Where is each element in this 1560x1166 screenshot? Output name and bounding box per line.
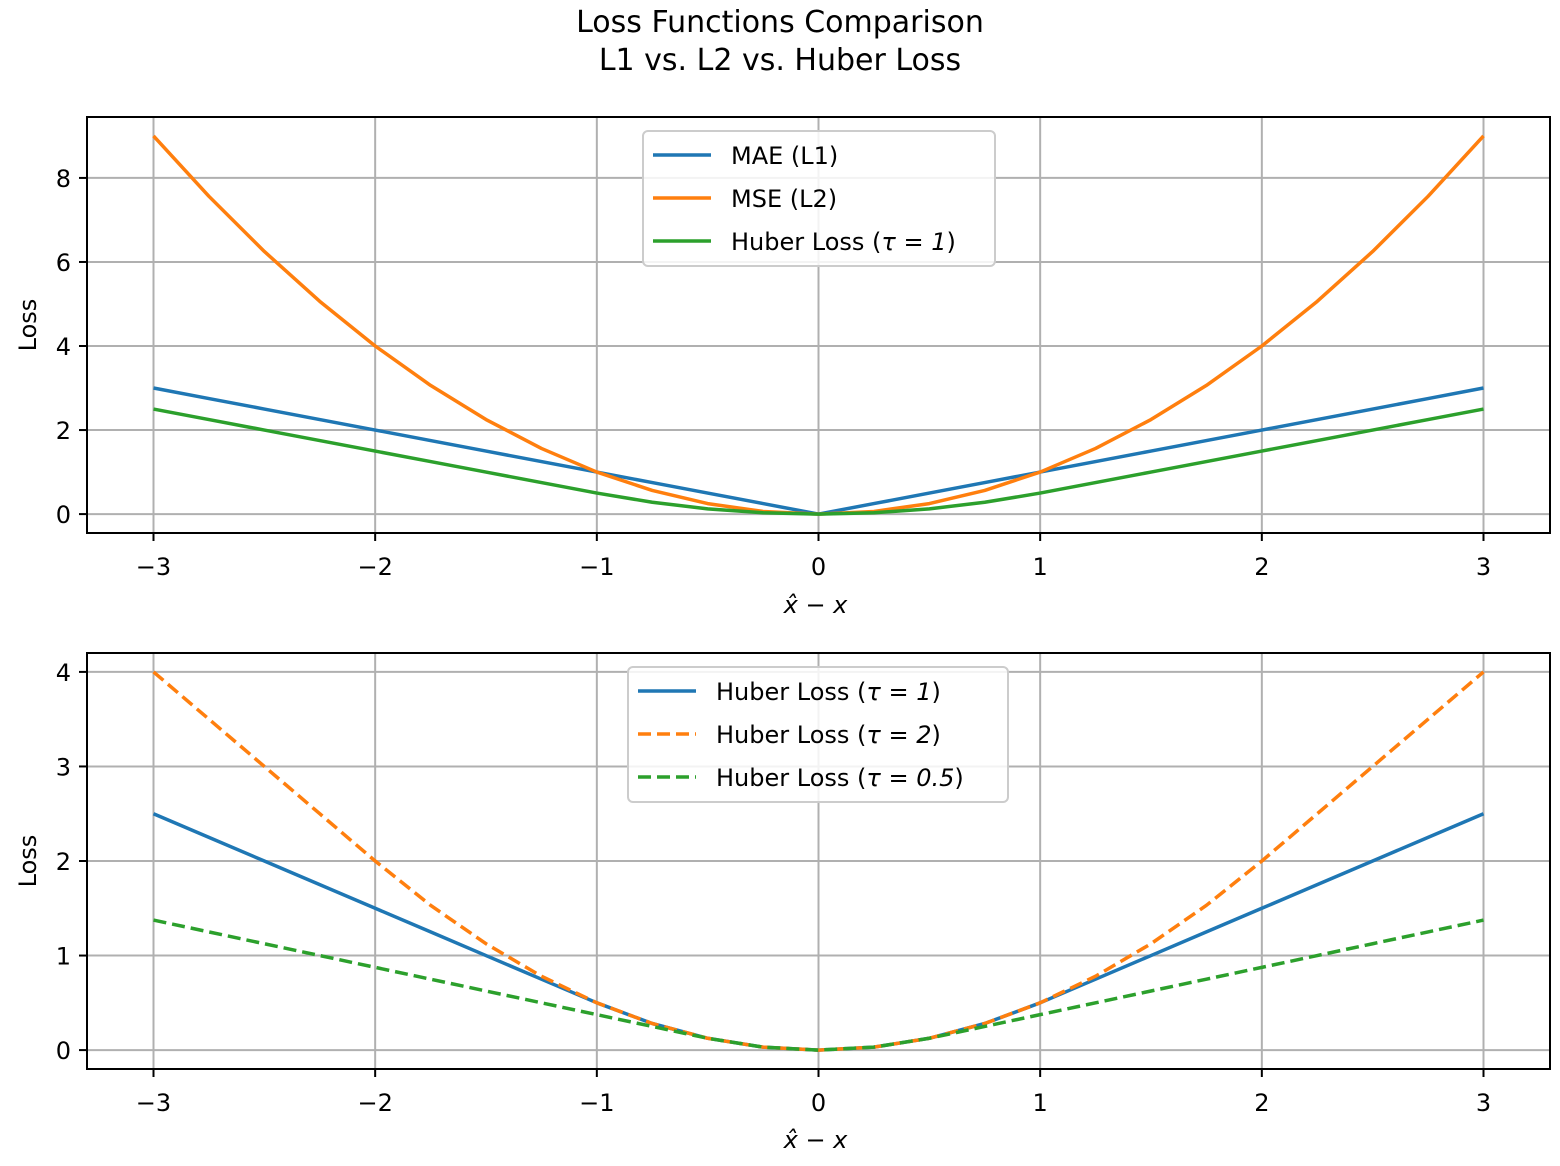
panel-1-legend: [642, 130, 996, 267]
panel-2-x-axis-label: x̂ − x: [783, 1126, 849, 1154]
panel-2-xtick-label: 1: [1033, 1089, 1048, 1117]
panel-1-ytick-label: 2: [56, 417, 71, 445]
panel-2-legend-label-3: Huber Loss (τ = 0.5): [716, 764, 964, 792]
panel-1-ytick-label: 0: [56, 501, 71, 529]
panel-1-legend-label-1: MAE (L1): [731, 142, 838, 170]
panel-2-xtick-label: −1: [579, 1089, 614, 1117]
panel-1: −3 −2 −1 0 1 2 3 0 2 4 6 8 x̂ − x Loss MAE (L1) MSE (L2…: [14, 116, 1551, 619]
panel-2-ytick-label: 2: [56, 848, 71, 876]
panel-2-ytick-label: 1: [56, 943, 71, 971]
panel-1-xtick-label: −2: [357, 553, 392, 581]
panel-1-ytick-label: 6: [56, 249, 71, 277]
figure-title-line-1: Loss Functions Comparison: [576, 5, 984, 40]
panel-2-legend: [627, 666, 1009, 803]
panel-1-legend-label-2: MSE (L2): [731, 185, 837, 213]
panel-1-axes-frame: [86, 116, 1551, 534]
panel-2-ytick-label: 0: [56, 1037, 71, 1065]
panel-2-axes-frame: [86, 652, 1551, 1070]
panel-2-legend-label-2: Huber Loss (τ = 2): [716, 721, 941, 749]
panel-1-series-3-line: [153, 407, 1484, 516]
panel-2-xtick-label: −3: [136, 1089, 171, 1117]
panel-2-legend-label-1: Huber Loss (τ = 1): [716, 678, 941, 706]
panel-2-series-2-line: [152, 670, 1485, 1052]
panel-1-y-axis-label: Loss: [14, 299, 42, 352]
panel-1-xtick-label: −1: [579, 553, 614, 581]
panel-2-xtick-label: 2: [1254, 1089, 1269, 1117]
panel-2-xtick-label: 3: [1476, 1089, 1491, 1117]
panel-2-series-3-line: [153, 918, 1484, 1052]
panel-1-xtick-label: 2: [1254, 553, 1269, 581]
figure-title-line-2: L1 vs. L2 vs. Huber Loss: [598, 43, 962, 78]
panel-1-x-axis-label: x̂ − x: [783, 591, 849, 619]
panel-1-ytick-label: 4: [56, 333, 71, 361]
panel-1-ytick-label: 8: [56, 165, 71, 193]
panel-1-xtick-label: 1: [1033, 553, 1048, 581]
panel-2-xtick-label: −2: [357, 1089, 392, 1117]
panel-2-ytick-label: 4: [56, 659, 71, 687]
panel-2-y-axis-label: Loss: [14, 835, 42, 888]
panel-1-xtick-label: 3: [1476, 553, 1491, 581]
panel-1-xtick-label: 0: [811, 553, 826, 581]
panel-2-xtick-label: 0: [811, 1089, 826, 1117]
panel-2-ytick-label: 3: [56, 753, 71, 781]
panel-1-legend-label-3: Huber Loss (τ = 1): [731, 228, 956, 256]
panel-2: −3 −2 −1 0 1 2 3 0 1 2 3 4 x̂ − x Loss Huber Loss (τ =…: [14, 652, 1551, 1154]
panel-1-xtick-label: −3: [136, 553, 171, 581]
